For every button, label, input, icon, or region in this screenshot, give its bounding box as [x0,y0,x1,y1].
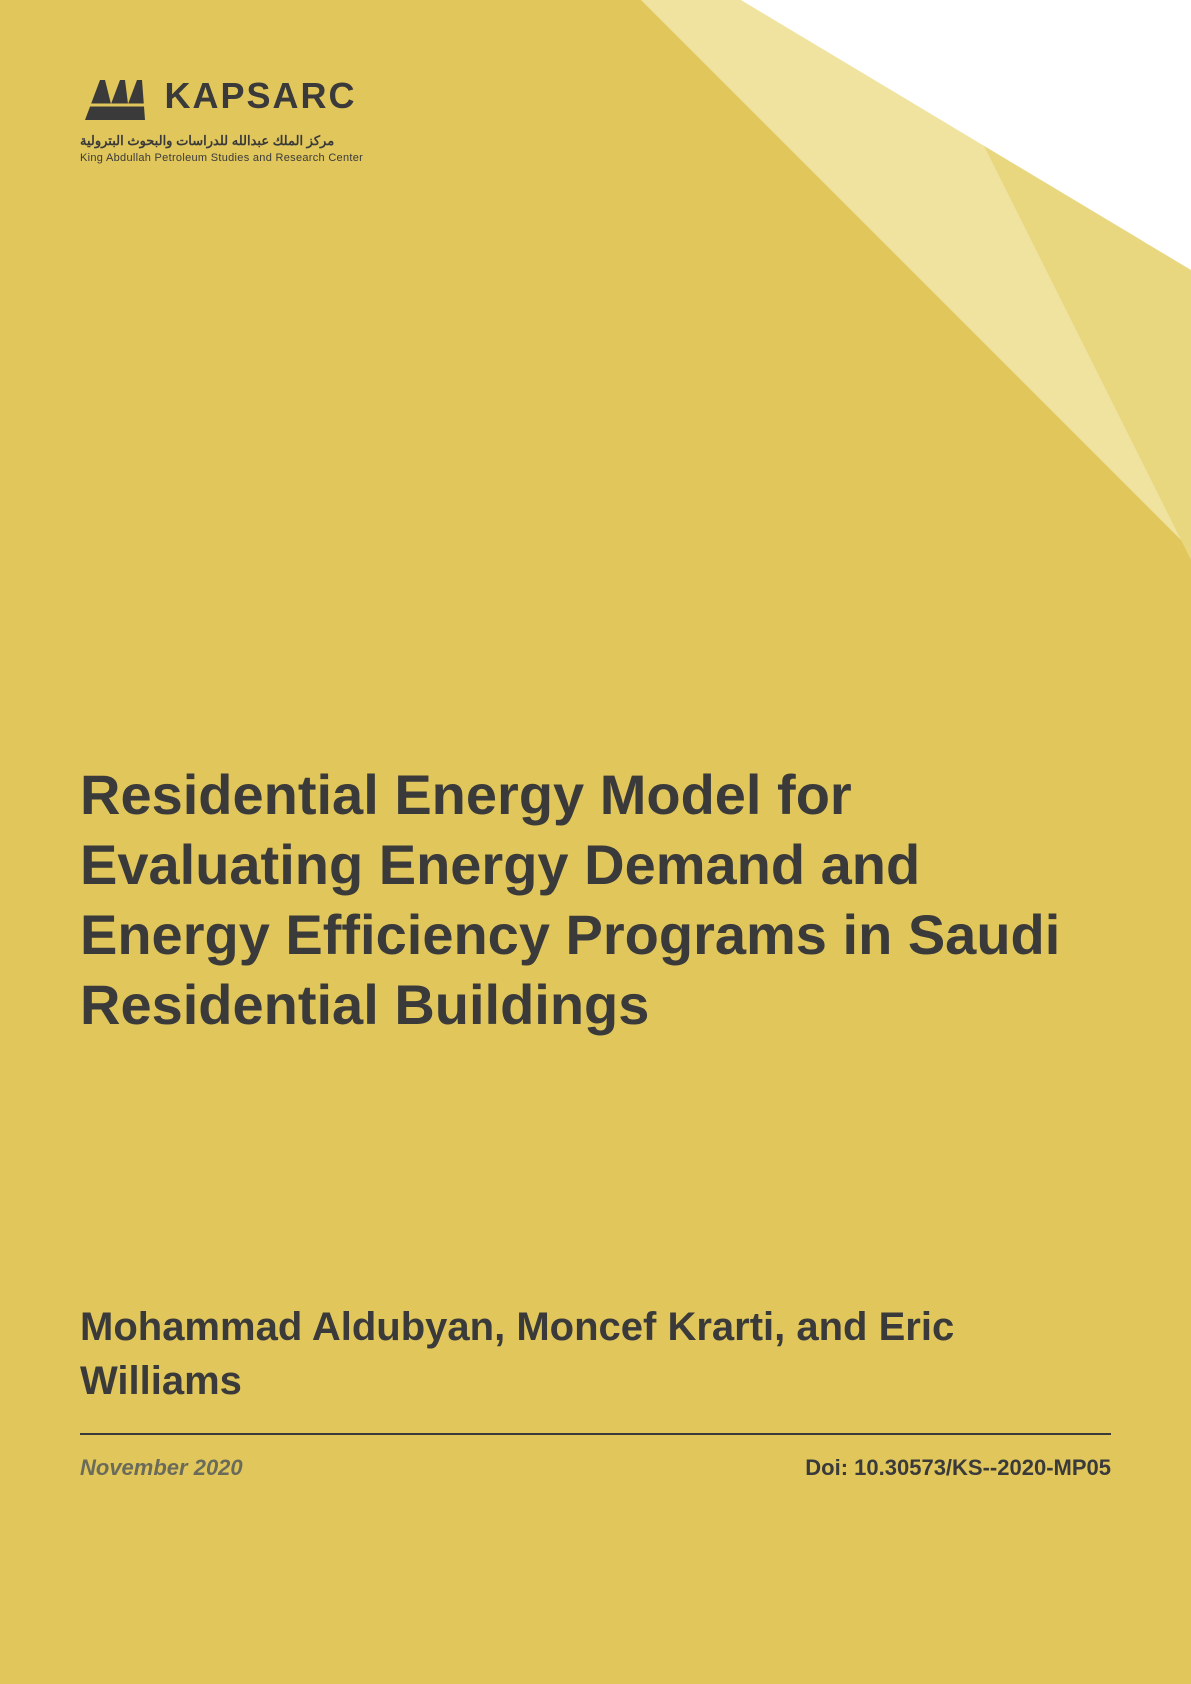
doi-identifier: Doi: 10.30573/KS--2020-MP05 [805,1455,1111,1481]
publication-date: November 2020 [80,1455,243,1481]
decorative-corner-shapes [491,0,1191,600]
kapsarc-logo-icon [80,70,155,125]
corner-shape-white [741,0,1191,270]
document-title: Residential Energy Model for Evaluating … [80,760,1111,1040]
logo-arabic-text: مركز الملك عبدالله للدراسات والبحوث البت… [80,133,363,149]
logo-english-text: King Abdullah Petroleum Studies and Rese… [80,152,363,164]
document-authors: Mohammad Aldubyan, Moncef Krarti, and Er… [80,1300,1111,1435]
logo-container: KAPSARC مركز الملك عبدالله للدراسات والب… [80,70,363,164]
document-footer: November 2020 Doi: 10.30573/KS--2020-MP0… [80,1455,1111,1481]
logo-name: KAPSARC [164,75,356,117]
